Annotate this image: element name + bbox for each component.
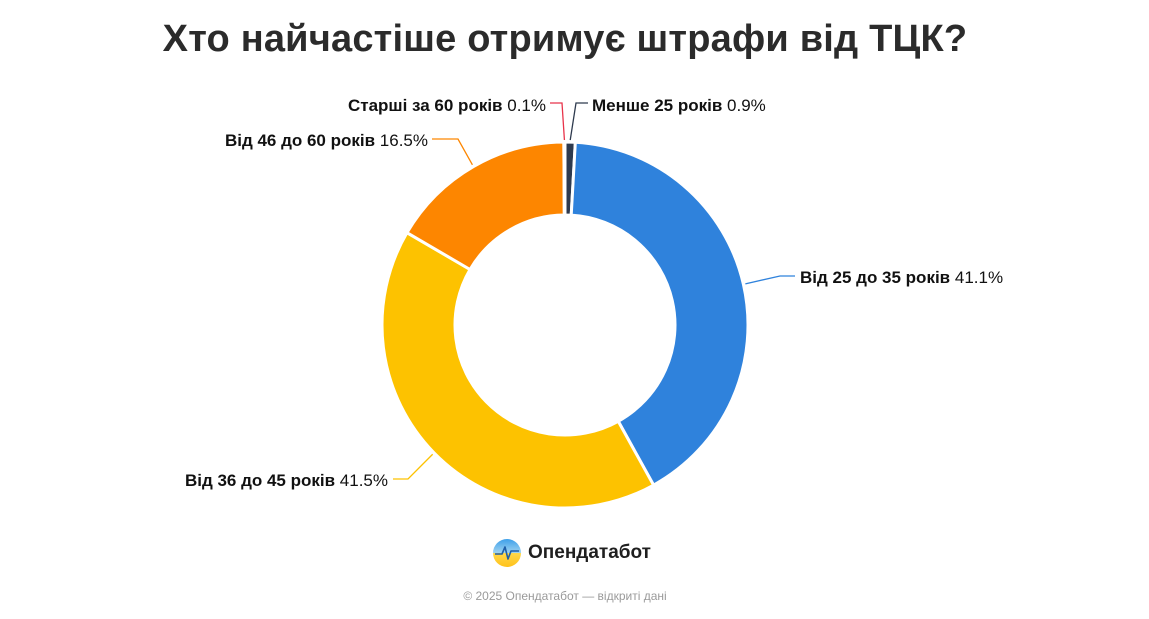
- slice-value: 0.9%: [727, 96, 766, 115]
- brand-name: Опендатабот: [528, 542, 651, 563]
- brand[interactable]: Опендатабот: [492, 538, 651, 568]
- leader-line-1: [569, 102, 588, 141]
- leader-line-2: [745, 275, 795, 285]
- slice-3[interactable]: [380, 231, 656, 510]
- opendatabot-logo-icon: [493, 539, 521, 567]
- slice-5[interactable]: [562, 140, 567, 217]
- slice-value: 41.5%: [340, 471, 388, 490]
- slice-label-2: Від 25 до 35 років 41.1%: [800, 268, 1003, 287]
- slice-category: Від 46 до 60 років: [225, 131, 380, 150]
- leader-line-5: [550, 102, 566, 141]
- slice-label-1: Менше 25 років 0.9%: [592, 96, 766, 115]
- slice-label-3: Від 36 до 45 років 41.5%: [185, 471, 388, 490]
- labels-group: Менше 25 років 0.9% Від 25 до 35 років 41…: [185, 96, 1003, 490]
- slice-category: Від 36 до 45 років: [185, 471, 340, 490]
- slice-label-4: Від 46 до 60 років 16.5%: [225, 131, 428, 150]
- slice-category: Менше 25 років: [592, 96, 727, 115]
- slice-2[interactable]: [569, 140, 750, 487]
- footer-copyright: © 2025 Опендатабот — відкриті дані: [463, 589, 667, 603]
- slice-value: 41.1%: [955, 268, 1003, 287]
- slice-category: Від 25 до 35 років: [800, 268, 955, 287]
- slice-value: 16.5%: [380, 131, 428, 150]
- slice-category: Старші за 60 років: [348, 96, 507, 115]
- slices-group: [380, 140, 750, 510]
- leader-line-4: [432, 138, 473, 166]
- leader-lines-group: [393, 102, 795, 480]
- chart-title: Хто найчастіше отримує штрафи від ТЦК?: [162, 18, 968, 60]
- slice-value: 0.1%: [507, 96, 546, 115]
- slice-label-5: Старші за 60 років 0.1%: [348, 96, 546, 115]
- leader-line-3: [393, 453, 434, 480]
